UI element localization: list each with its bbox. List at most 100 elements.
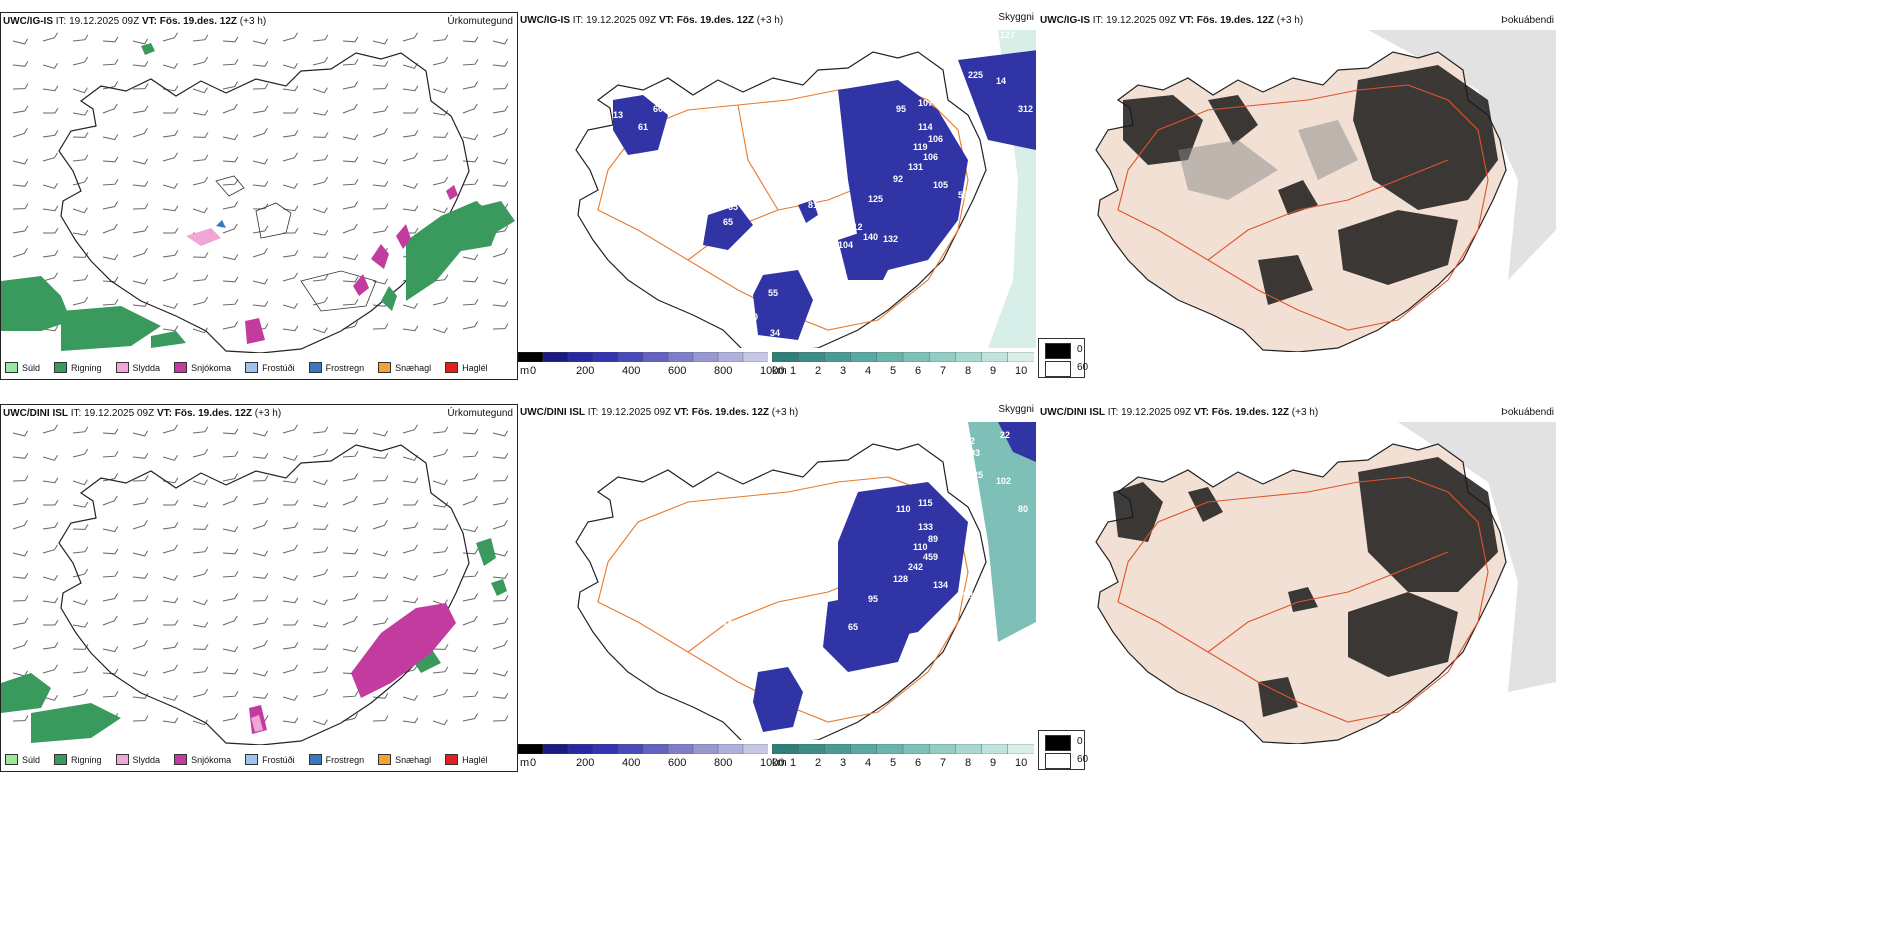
wind-barb: [282, 130, 299, 138]
wind-barb: [342, 450, 359, 458]
wind-barb: [192, 132, 209, 138]
wind-barb: [402, 424, 418, 434]
visibility-value-label: 50: [728, 602, 738, 612]
wind-barb: [12, 550, 29, 557]
colorbar-segment: [617, 743, 644, 755]
wind-barb: [342, 276, 359, 283]
precip-legend-swatch: [308, 362, 322, 373]
wind-barb: [252, 617, 269, 626]
wind-barb: [462, 593, 479, 602]
fog-mid-areas: [1178, 120, 1358, 200]
wind-barb: [42, 544, 58, 554]
colorbar-segment: [567, 351, 594, 363]
wind-barb: [222, 58, 239, 66]
visibility-colorbar: km 1 2 3 4 5 6 7 8 9 10: [771, 351, 1035, 378]
wind-barb: [372, 203, 389, 210]
wind-barb: [192, 327, 208, 334]
precip-legend-item: Frostregn: [308, 754, 364, 765]
wind-barb: [72, 154, 89, 162]
wind-barb: [462, 276, 479, 283]
wind-barb: [462, 646, 479, 653]
wind-barb: [312, 426, 329, 434]
wind-barb: [192, 688, 209, 698]
wind-barb: [252, 61, 269, 67]
wind-barb: [403, 499, 419, 506]
wind-barb: [342, 134, 359, 141]
wind-barb: [432, 644, 449, 650]
colorbar-tick-label: 6: [915, 365, 922, 377]
wind-barb: [432, 87, 448, 94]
precip-legend: Súld Rigning Slydda Snjókoma Frostúði Frostre…: [5, 362, 502, 373]
visibility-value-label: 112: [848, 222, 863, 232]
wind-barb: [222, 81, 239, 90]
precip-legend-item: Frostúði: [245, 754, 295, 765]
wind-barb: [252, 550, 269, 557]
model-name: UWC/DINI ISL: [3, 408, 68, 419]
visibility-value-label: 257: [938, 444, 953, 454]
iceland-coastline: [58, 52, 470, 353]
wind-barb: [432, 479, 448, 486]
wind-barb: [192, 426, 209, 434]
wind-barb: [312, 688, 329, 698]
wind-barb: [282, 152, 298, 162]
panel-title: Skyggni: [998, 12, 1034, 23]
colorbar-tick-label: 800: [714, 757, 733, 769]
precip-legend-label: Snjókoma: [191, 362, 232, 373]
wind-barb: [252, 430, 269, 437]
visibility-value-label: 459: [923, 552, 938, 562]
wind-barb: [222, 450, 239, 458]
visibility-value-label: 65: [848, 622, 858, 632]
wind-barb: [432, 176, 449, 186]
wind-barb: [432, 207, 448, 214]
wind-barb: [192, 154, 209, 162]
precip-legend-swatch: [115, 754, 129, 765]
wind-barb: [372, 83, 389, 90]
wind-barb: [102, 495, 118, 506]
wind-barb: [102, 178, 119, 186]
colorbar-tick-label: 5: [890, 365, 897, 377]
wind-barb: [252, 520, 268, 530]
visibility-value-label: 89: [928, 534, 938, 544]
cloud-base-colorbar: m 0 200 400 600 800 1000: [518, 743, 784, 770]
wind-barb: [342, 58, 359, 66]
wind-barb: [132, 61, 149, 67]
wind-barb: [42, 130, 59, 138]
wind-barb: [102, 58, 119, 66]
panel-title: Þokuábendi: [1501, 15, 1554, 26]
wind-barb: [492, 520, 508, 530]
precip-legend-label: Súld: [22, 362, 41, 373]
wind-barb: [72, 599, 88, 606]
wind-barb: [312, 524, 329, 530]
wind-barb: [192, 524, 209, 530]
wind-barb: [222, 321, 239, 330]
wind-barb: [72, 568, 89, 578]
visibility-panel-row1: UWC/IG-IS IT: 19.12.2025 09Z VT: Fös. 19…: [518, 12, 1038, 380]
cloud-base-colorbar-gradient: [518, 743, 769, 755]
wind-barb: [282, 477, 299, 484]
panel-header: UWC/IG-IS IT: 19.12.2025 09Z VT: Fös. 19…: [1040, 15, 1304, 26]
colorbar-segment: [717, 351, 744, 363]
precip-legend-swatch: [5, 362, 18, 373]
wind-barb: [162, 63, 178, 69]
wind-barb: [72, 34, 89, 42]
wind-barb: [372, 38, 389, 45]
wind-barb: [162, 32, 178, 42]
wind-barb: [252, 128, 268, 138]
colorbar-segment: [824, 351, 852, 363]
visibility-unit: km: [772, 365, 787, 377]
fog-legend-swatch: [1045, 753, 1071, 769]
wind-barb: [222, 156, 239, 163]
wind-barb: [492, 430, 509, 437]
wind-barb: [432, 34, 449, 42]
wind-barb: [312, 568, 329, 578]
wind-barb: [282, 597, 299, 604]
wind-barb: [162, 424, 178, 434]
visibility-value-label: 102: [996, 476, 1011, 486]
wind-barb: [72, 621, 89, 628]
visibility-value-label: 225: [968, 70, 983, 80]
visibility-value-label: 133: [918, 522, 933, 532]
wind-barb: [192, 599, 208, 606]
wind-barb: [72, 546, 89, 554]
colorbar-tick-label: 6: [915, 757, 922, 769]
wind-barb: [492, 693, 509, 699]
